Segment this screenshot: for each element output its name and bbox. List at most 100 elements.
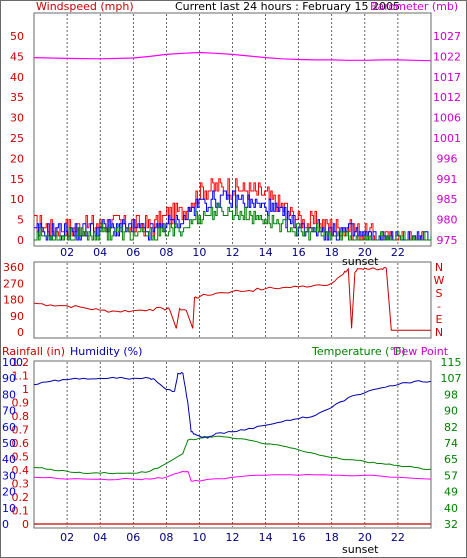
barometer-axis-label: Barometer (mb) [370, 0, 458, 13]
rain-tick-1.2: 1.2 [12, 356, 30, 369]
dir-label-4: E [436, 313, 443, 326]
temp-tick-40: 40 [444, 502, 458, 515]
x-tick-top-20: 20 [358, 246, 372, 259]
x-tick-top-14: 14 [259, 246, 273, 259]
rain-tick-0.1: 0.1 [12, 505, 30, 518]
temperature-line [33, 435, 432, 475]
rain-tick-0.6: 0.6 [12, 437, 30, 450]
baro-tick-980: 980 [437, 214, 458, 227]
dir-label-1: W [434, 274, 445, 287]
humidity-tick-80: 80 [2, 388, 16, 401]
dewpoint-line [33, 470, 432, 482]
wind-tick-30: 30 [10, 112, 24, 125]
dir-tick-90: 90 [10, 310, 24, 323]
dir-label-0: N [435, 261, 443, 274]
baro-tick-996: 996 [437, 152, 458, 165]
dir-label-2: S [436, 287, 443, 300]
humidity-tick-20: 20 [2, 486, 16, 499]
x-tick-bottom-22: 22 [391, 531, 405, 544]
x-tick-bottom-18: 18 [325, 531, 339, 544]
x-tick-bottom-08: 08 [159, 531, 173, 544]
x-tick-bottom-10: 10 [192, 531, 206, 544]
direction-panel [33, 261, 432, 339]
wind-tick-40: 40 [10, 71, 24, 84]
temp-tick-98: 98 [444, 388, 458, 401]
rain-tick-1.1: 1.1 [12, 370, 30, 383]
chart-title: Current last 24 hours : February 15 2005 [175, 0, 400, 13]
wind-tick-20: 20 [10, 152, 24, 165]
x-tick-top-16: 16 [292, 246, 306, 259]
wind-tick-10: 10 [10, 193, 24, 206]
x-tick-top-12: 12 [226, 246, 240, 259]
wind-tick-15: 15 [10, 173, 24, 186]
temp-tick-115: 115 [441, 356, 462, 369]
humidity-tick-50: 50 [2, 437, 16, 450]
wind-direction-line [33, 266, 431, 331]
sunset-label-bottom: sunset [342, 543, 379, 556]
dir-label-3: - [437, 300, 441, 313]
wind-tick-50: 50 [10, 30, 24, 43]
humidity-tick-100: 100 [2, 356, 23, 369]
x-tick-bottom-16: 16 [292, 531, 306, 544]
humidity-axis-label: Humidity (%) [70, 345, 142, 358]
rain-tick-1: 1 [22, 383, 29, 396]
baro-tick-1022: 1022 [433, 50, 461, 63]
dewpoint-axis-label: Dew Point [393, 345, 449, 358]
series-layer [33, 51, 432, 525]
rain-tick-0.3: 0.3 [12, 478, 30, 491]
rain-tick-0.8: 0.8 [12, 410, 30, 423]
x-tick-top-06: 06 [126, 246, 140, 259]
barometer-line [33, 51, 432, 62]
windspeed-axis-label: Windspeed (mph) [36, 0, 134, 13]
humidity-tick-60: 60 [2, 421, 16, 434]
tick-labels: 0202040406060808101012121414161618182020… [2, 30, 462, 544]
dir-tick-270: 270 [3, 277, 24, 290]
temp-tick-74: 74 [444, 437, 458, 450]
temp-tick-32: 32 [444, 518, 458, 531]
baro-tick-1012: 1012 [433, 91, 461, 104]
rain-tick-0: 0 [22, 518, 29, 531]
x-tick-top-10: 10 [192, 246, 206, 259]
weather-panel [33, 360, 432, 529]
rain-tick-0.5: 0.5 [12, 451, 30, 464]
rain-tick-0.2: 0.2 [12, 491, 30, 504]
humidity-tick-10: 10 [2, 502, 16, 515]
baro-tick-975: 975 [437, 234, 458, 247]
baro-tick-985: 985 [437, 193, 458, 206]
x-tick-top-08: 08 [159, 246, 173, 259]
dir-tick-180: 180 [3, 294, 24, 307]
wind-panel [33, 12, 432, 247]
baro-tick-991: 991 [437, 173, 458, 186]
temp-tick-90: 90 [444, 405, 458, 418]
wind-tick-5: 5 [17, 214, 24, 227]
dir-tick-0: 0 [17, 326, 24, 339]
x-tick-bottom-02: 02 [60, 531, 74, 544]
wind-tick-35: 35 [10, 91, 24, 104]
temp-tick-65: 65 [444, 453, 458, 466]
baro-tick-1001: 1001 [433, 132, 461, 145]
humidity-tick-90: 90 [2, 372, 16, 385]
x-tick-top-04: 04 [93, 246, 107, 259]
sunset-label-top: sunset [342, 255, 379, 268]
x-tick-top-02: 02 [60, 246, 74, 259]
wind-low-line [34, 202, 432, 241]
temp-tick-49: 49 [444, 486, 458, 499]
dir-label-5: N [435, 326, 443, 339]
baro-tick-1027: 1027 [433, 30, 461, 43]
rain-tick-0.7: 0.7 [12, 424, 30, 437]
wind-average-line [34, 190, 432, 241]
temp-tick-57: 57 [444, 469, 458, 482]
x-tick-bottom-20: 20 [358, 531, 372, 544]
x-tick-bottom-14: 14 [259, 531, 273, 544]
baro-tick-1017: 1017 [433, 71, 461, 84]
rain-tick-0.4: 0.4 [12, 464, 30, 477]
wind-tick-25: 25 [10, 132, 24, 145]
x-tick-bottom-12: 12 [226, 531, 240, 544]
rainfall-axis-label: Rainfall (in) [2, 345, 65, 358]
baro-tick-1006: 1006 [433, 112, 461, 125]
humidity-tick-0: 0 [2, 518, 9, 531]
humidity-line [33, 371, 432, 439]
humidity-tick-70: 70 [2, 405, 16, 418]
wind-tick-0: 0 [17, 234, 24, 247]
